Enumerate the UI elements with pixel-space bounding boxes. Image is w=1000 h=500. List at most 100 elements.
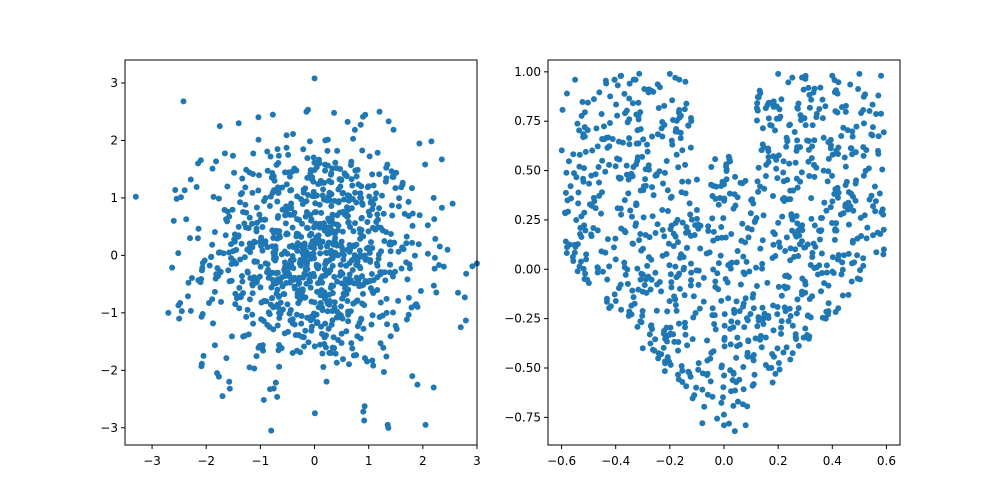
right-data-point bbox=[590, 224, 597, 231]
left-data-point bbox=[369, 357, 376, 364]
right-data-point bbox=[637, 318, 644, 325]
right-data-point bbox=[578, 112, 585, 119]
right-data-point bbox=[714, 415, 721, 422]
left-data-point bbox=[239, 278, 246, 285]
right-data-point bbox=[665, 240, 672, 247]
right-data-point bbox=[814, 271, 821, 278]
left-data-point bbox=[307, 317, 314, 324]
left-data-point bbox=[291, 209, 298, 216]
right-data-point bbox=[695, 221, 702, 228]
left-data-point bbox=[276, 314, 283, 321]
right-data-point bbox=[750, 351, 757, 358]
right-data-point bbox=[613, 101, 620, 108]
right-data-point bbox=[621, 264, 628, 271]
left-data-point bbox=[304, 174, 311, 181]
left-data-point bbox=[373, 190, 380, 197]
right-data-point bbox=[774, 303, 781, 310]
right-data-point bbox=[845, 291, 852, 298]
right-data-point bbox=[849, 133, 856, 140]
right-data-point bbox=[666, 70, 673, 77]
left-data-point bbox=[281, 330, 288, 337]
right-data-point bbox=[637, 187, 644, 194]
right-data-point bbox=[652, 336, 659, 343]
right-x-tick-label: −0.4 bbox=[601, 454, 630, 468]
right-data-point bbox=[642, 176, 649, 183]
right-data-point bbox=[601, 136, 607, 143]
left-data-point bbox=[266, 202, 273, 209]
right-data-point bbox=[728, 259, 735, 266]
left-data-point bbox=[311, 245, 318, 252]
right-data-point bbox=[798, 117, 804, 124]
left-data-point bbox=[444, 246, 451, 253]
right-data-point bbox=[704, 337, 711, 344]
left-data-point bbox=[333, 165, 340, 172]
right-data-point bbox=[871, 183, 878, 190]
right-data-point bbox=[682, 324, 689, 331]
left-data-point bbox=[353, 173, 360, 180]
right-data-point bbox=[736, 308, 743, 315]
left-data-point bbox=[357, 121, 364, 128]
left-data-point bbox=[249, 290, 256, 297]
left-data-point bbox=[304, 266, 311, 273]
right-data-point bbox=[804, 312, 811, 319]
left-data-point bbox=[213, 271, 220, 278]
right-data-point bbox=[661, 327, 668, 334]
right-data-point bbox=[582, 148, 589, 155]
left-y-axis: −3 −2 −1 0 1 2 3 bbox=[100, 76, 125, 435]
left-data-point bbox=[228, 261, 235, 268]
left-data-point bbox=[332, 234, 339, 241]
left-data-point bbox=[430, 194, 437, 201]
right-data-point bbox=[637, 276, 644, 283]
left-data-point bbox=[369, 312, 376, 319]
left-data-point bbox=[357, 335, 364, 342]
right-data-point bbox=[737, 281, 744, 288]
right-data-point bbox=[649, 184, 656, 191]
right-data-point bbox=[598, 111, 605, 118]
left-data-point bbox=[317, 220, 324, 227]
right-data-point bbox=[820, 134, 827, 141]
right-data-point bbox=[758, 147, 765, 154]
left-data-point bbox=[198, 267, 205, 274]
right-x-tick-label: −0.6 bbox=[547, 454, 576, 468]
left-data-point bbox=[286, 279, 293, 286]
left-data-point bbox=[386, 261, 393, 268]
left-data-point bbox=[431, 254, 438, 261]
left-data-point bbox=[339, 270, 346, 277]
left-data-point bbox=[356, 247, 363, 254]
right-data-point bbox=[765, 153, 772, 160]
right-data-point bbox=[658, 351, 665, 358]
right-data-point bbox=[762, 334, 769, 341]
left-data-point bbox=[309, 250, 316, 257]
right-data-point bbox=[747, 310, 754, 317]
right-data-point bbox=[693, 384, 700, 391]
right-data-point bbox=[753, 105, 760, 112]
right-data-point bbox=[602, 168, 609, 175]
left-data-point bbox=[345, 197, 352, 204]
left-data-point bbox=[267, 301, 274, 308]
right-data-point bbox=[667, 271, 674, 278]
left-data-point bbox=[273, 161, 280, 168]
left-data-point bbox=[257, 263, 264, 270]
right-data-point bbox=[778, 330, 785, 337]
right-data-point bbox=[693, 176, 700, 183]
right-data-point bbox=[878, 72, 885, 79]
right-data-point bbox=[829, 172, 836, 179]
left-data-point bbox=[306, 232, 313, 239]
right-data-point bbox=[787, 245, 794, 252]
left-data-point bbox=[259, 247, 266, 254]
left-data-point bbox=[340, 356, 347, 363]
left-data-point bbox=[175, 250, 182, 257]
right-data-point bbox=[802, 325, 809, 332]
left-data-point bbox=[346, 248, 353, 255]
right-data-point bbox=[687, 211, 694, 218]
right-data-point bbox=[558, 147, 565, 154]
left-data-point bbox=[314, 319, 321, 326]
right-data-point bbox=[760, 212, 767, 219]
right-data-point bbox=[607, 93, 614, 100]
left-data-point bbox=[213, 158, 220, 165]
left-y-tick-label: −3 bbox=[100, 421, 118, 435]
left-data-point bbox=[383, 295, 390, 302]
right-data-point bbox=[562, 210, 569, 217]
right-data-point bbox=[722, 275, 729, 282]
right-data-point bbox=[740, 300, 747, 307]
